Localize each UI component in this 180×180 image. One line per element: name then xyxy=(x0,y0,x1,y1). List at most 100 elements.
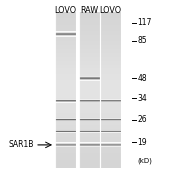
Bar xyxy=(55,118,76,119)
Bar xyxy=(100,53,121,55)
Bar xyxy=(55,57,76,59)
Bar xyxy=(79,57,100,59)
Bar xyxy=(79,120,100,121)
Bar xyxy=(79,149,100,151)
Bar xyxy=(55,66,76,68)
Bar xyxy=(55,145,76,146)
Bar xyxy=(100,82,121,84)
Bar xyxy=(55,112,76,113)
Bar xyxy=(100,146,121,147)
Bar xyxy=(100,29,121,31)
Bar xyxy=(55,23,76,25)
Bar xyxy=(100,143,121,144)
Bar xyxy=(79,21,100,23)
Bar xyxy=(55,131,76,133)
Bar xyxy=(79,41,100,43)
Bar xyxy=(100,35,121,37)
Bar xyxy=(100,66,121,68)
Bar xyxy=(55,98,76,100)
Bar xyxy=(79,27,100,29)
Bar xyxy=(79,113,100,115)
Bar xyxy=(79,68,100,70)
Text: LOVO: LOVO xyxy=(55,6,77,15)
Bar xyxy=(79,18,100,19)
Bar xyxy=(55,151,76,153)
Bar xyxy=(79,142,100,143)
Bar xyxy=(55,99,76,100)
Bar xyxy=(79,59,100,61)
Bar xyxy=(79,110,100,112)
Bar xyxy=(79,66,100,68)
Bar xyxy=(79,79,100,80)
Bar xyxy=(79,100,100,101)
Bar xyxy=(100,125,121,127)
Bar xyxy=(100,139,121,141)
Bar xyxy=(100,145,121,146)
Bar xyxy=(79,72,100,74)
Bar xyxy=(100,120,121,121)
Bar xyxy=(55,86,76,88)
Bar xyxy=(79,23,100,25)
Bar xyxy=(55,94,76,96)
Bar xyxy=(79,115,100,117)
Bar xyxy=(55,25,76,27)
Bar xyxy=(79,127,100,129)
Bar xyxy=(79,99,100,100)
Bar xyxy=(55,35,76,36)
Bar xyxy=(100,101,121,102)
Bar xyxy=(100,142,121,143)
Bar xyxy=(79,100,100,101)
Bar xyxy=(79,12,100,14)
Bar xyxy=(79,157,100,159)
Bar xyxy=(55,31,76,32)
Bar xyxy=(100,166,121,168)
Bar xyxy=(100,143,121,144)
Bar xyxy=(79,144,100,145)
Bar xyxy=(79,76,100,77)
Bar xyxy=(55,108,76,110)
Bar xyxy=(79,132,100,133)
Bar xyxy=(55,144,76,145)
Bar xyxy=(100,68,121,70)
Bar xyxy=(79,131,100,133)
Bar xyxy=(79,120,100,121)
Bar xyxy=(55,144,76,145)
Bar xyxy=(55,121,76,123)
Bar xyxy=(79,141,100,143)
Bar xyxy=(55,132,76,133)
Bar xyxy=(100,88,121,90)
Bar xyxy=(100,101,121,102)
Bar xyxy=(79,16,100,18)
Bar xyxy=(79,90,100,92)
Bar xyxy=(100,80,121,82)
Bar xyxy=(100,18,121,19)
Bar xyxy=(79,43,100,45)
Bar xyxy=(79,14,100,16)
Bar xyxy=(79,131,100,132)
Bar xyxy=(100,119,121,120)
Bar xyxy=(79,19,100,21)
Bar xyxy=(79,166,100,168)
Bar xyxy=(55,143,76,144)
Text: 117: 117 xyxy=(137,18,152,27)
Bar xyxy=(100,129,121,131)
Bar xyxy=(55,119,76,121)
Bar xyxy=(55,123,76,125)
Bar xyxy=(55,135,76,137)
Bar xyxy=(100,59,121,61)
Bar xyxy=(100,142,121,143)
Bar xyxy=(55,74,76,76)
Bar xyxy=(55,45,76,47)
Bar xyxy=(100,159,121,161)
Bar xyxy=(100,151,121,153)
Bar xyxy=(55,102,76,104)
Bar xyxy=(55,33,76,34)
Bar xyxy=(55,143,76,144)
Bar xyxy=(79,129,100,131)
Bar xyxy=(100,131,121,132)
Bar xyxy=(55,155,76,157)
Bar xyxy=(79,88,100,90)
Bar xyxy=(79,147,100,149)
Bar xyxy=(55,141,76,143)
Bar xyxy=(100,113,121,115)
